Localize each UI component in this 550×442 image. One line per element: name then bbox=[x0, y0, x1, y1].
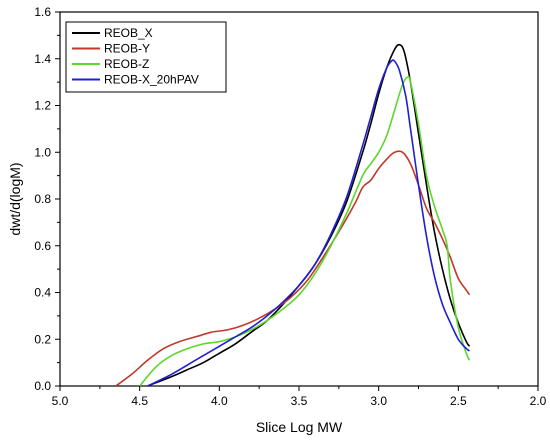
x-tick-label: 5.0 bbox=[52, 394, 69, 408]
y-axis-title: dwt/d(logM) bbox=[7, 162, 23, 235]
x-tick-label: 2.0 bbox=[530, 394, 547, 408]
legend-label-reob-y: REOB-Y bbox=[104, 42, 150, 56]
x-tick-label: 3.0 bbox=[370, 394, 387, 408]
x-axis-title: Slice Log MW bbox=[256, 419, 343, 435]
series-line-reob-x bbox=[147, 43, 471, 387]
x-tick-label: 4.5 bbox=[131, 394, 148, 408]
y-tick-label: 1.4 bbox=[34, 52, 51, 66]
y-tick-label: 0.0 bbox=[34, 379, 51, 393]
series-line-reob-x-20hpav bbox=[147, 59, 470, 387]
y-tick-label: 0.2 bbox=[34, 332, 51, 346]
x-tick-label: 4.0 bbox=[211, 394, 228, 408]
ticks-layer: 5.0 4.5 4.0 3.5 3.0 2.5 2.0 0.0 0.2 0.4 0.6 0.8 1.0 1… bbox=[34, 5, 546, 408]
series-layer bbox=[115, 43, 471, 387]
y-tick-label: 1.2 bbox=[34, 99, 51, 113]
y-tick-label: 1.6 bbox=[34, 5, 51, 19]
x-tick-label: 2.5 bbox=[450, 394, 467, 408]
y-tick-label: 0.4 bbox=[34, 286, 51, 300]
y-tick-label: 0.8 bbox=[34, 192, 51, 206]
legend-label-reob-z: REOB-Z bbox=[104, 57, 149, 71]
legend-label-reob-x-20hpav: REOB-X_20hPAV bbox=[104, 73, 199, 87]
y-tick-label: 0.6 bbox=[34, 239, 51, 253]
series-line-reob-z bbox=[139, 75, 471, 387]
series-line-reob-y bbox=[115, 150, 471, 387]
x-tick-label: 3.5 bbox=[291, 394, 308, 408]
y-tick-label: 1.0 bbox=[34, 145, 51, 159]
legend-label-reob-x: REOB_X bbox=[104, 26, 153, 40]
